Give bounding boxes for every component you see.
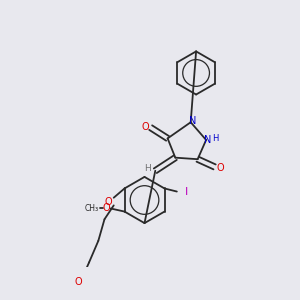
Text: I: I (184, 187, 188, 196)
Text: O: O (104, 197, 112, 207)
Text: CH₃: CH₃ (85, 204, 99, 213)
Text: H: H (212, 134, 218, 143)
Text: O: O (74, 277, 82, 286)
Text: N: N (204, 135, 211, 145)
Text: O: O (102, 203, 110, 214)
Text: N: N (189, 116, 196, 127)
Text: O: O (142, 122, 149, 132)
Text: H: H (144, 164, 151, 173)
Text: O: O (217, 163, 225, 173)
